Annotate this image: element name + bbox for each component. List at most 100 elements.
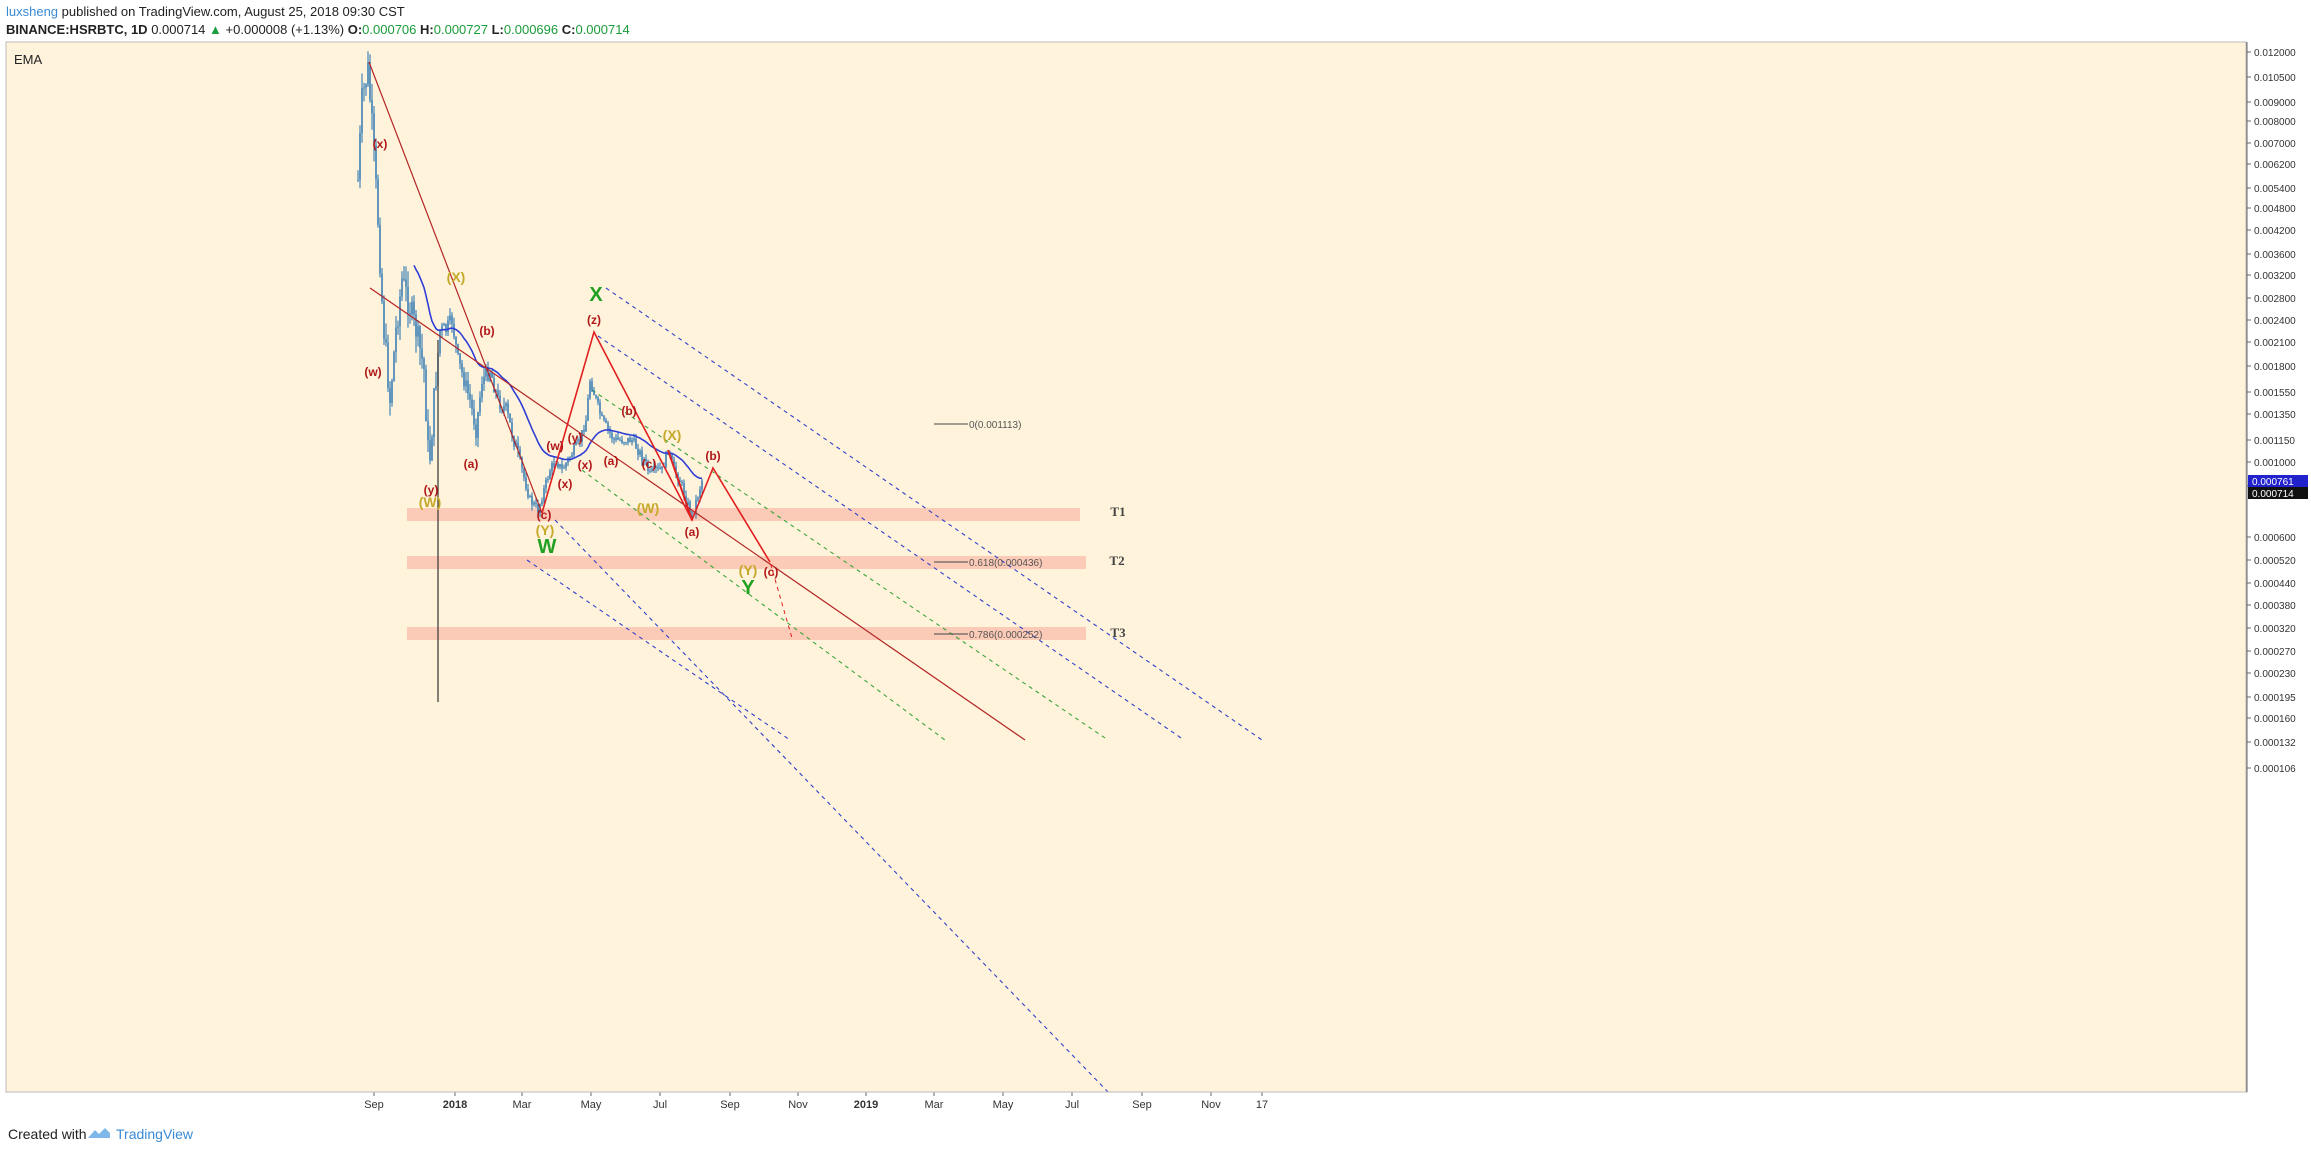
candle-body [581,430,583,442]
wave-label: (Y) [536,522,555,538]
candle-body [497,390,499,396]
y-tick-label: 0.000600 [2254,533,2296,544]
candle-body [679,481,681,483]
y-tick-label: 0.000320 [2254,624,2296,635]
candle-body [649,470,651,472]
y-tick-label: 0.002100 [2254,338,2296,349]
y-tick-label: 0.000132 [2254,738,2296,749]
price-axis[interactable] [2247,42,2311,1092]
y-tick-label: 0.001800 [2254,362,2296,373]
fib-level-label: 0.618(0.000436) [969,558,1042,569]
price-chart[interactable]: T1 T2 T3 0(0.001113) 0.618(0.000436) 0.786(0… [0,0,2311,1116]
channel-line[interactable] [581,469,946,741]
y-tick-label: 0.000380 [2254,601,2296,612]
high-label: H: [420,22,434,37]
candle-body [607,422,609,430]
candle-body [371,99,373,114]
candle-body [635,438,637,449]
fib-level-label: 0(0.001113) [969,420,1021,431]
candle-body [391,380,393,403]
candle-body [599,402,601,414]
wave-label: (b) [479,324,494,338]
candle-body [591,381,593,392]
candle-body [595,395,597,398]
candle-body [369,62,371,100]
y-tick-label: 0.002400 [2254,316,2296,327]
open-label: O: [347,22,363,37]
target-zone[interactable] [407,508,1080,521]
author-link[interactable]: luxsheng [6,4,59,19]
candle-body [689,501,691,513]
candle-body [463,372,465,387]
price-tag [2248,487,2308,499]
target-zone[interactable] [407,627,1086,640]
candle-body [695,499,697,513]
y-tick-label: 0.001150 [2254,436,2295,447]
candle-body [527,488,529,497]
time-axis[interactable] [6,1092,2247,1116]
wave-projection-line[interactable] [667,449,693,521]
candle-body [699,489,701,498]
tradingview-link[interactable]: TradingView [116,1126,194,1142]
x-tick-label: Nov [1201,1099,1221,1111]
candle-body [491,372,493,378]
y-tick-label: 0.012000 [2254,48,2296,59]
candle-body [387,342,389,388]
wave-label: (w) [364,365,381,379]
y-tick-label: 0.008000 [2254,117,2296,128]
candle-body [425,369,427,422]
candle-body [701,480,703,490]
candle-body [645,459,647,462]
candle-body [413,301,415,315]
trend-line[interactable] [368,61,543,514]
candle-body [531,495,533,505]
wave-label: (W) [637,500,660,516]
candle-body [601,413,603,416]
candle-body [661,466,663,469]
candle-body [551,463,553,472]
candle-body [593,391,595,396]
candle-body [417,326,419,337]
chart-header: luxsheng published on TradingView.com, A… [0,0,2311,42]
candle-body [683,482,685,496]
candle-body [401,278,403,297]
candle-body [615,437,617,440]
candle-body [395,327,397,352]
candle-body [589,381,591,399]
trend-line[interactable] [369,287,1026,741]
close-label: C: [561,22,576,37]
candle-body [623,442,625,444]
candle-body [659,467,661,469]
target-zone[interactable] [407,556,1086,569]
candle-body [407,286,409,314]
candle-body [505,403,507,407]
candle-body [579,439,581,442]
wave-projection-dashed[interactable] [712,467,793,639]
channel-line[interactable] [597,335,1185,741]
candle-body [357,179,359,181]
x-tick-label: Nov [788,1099,808,1111]
y-tick-label: 0.001350 [2254,410,2296,421]
candle-body [603,415,605,420]
channel-line[interactable] [526,559,791,741]
candle-body [427,421,429,441]
candle-body [575,441,577,446]
candle-body [523,468,525,478]
y-tick-label: 0.002800 [2254,294,2296,305]
candle-body [377,179,379,225]
candle-body [651,469,653,471]
target-label: T1 [1110,504,1125,519]
candle-body [389,387,391,403]
candle-body [485,367,487,377]
high-value: 0.000727 [433,22,488,37]
candle-body [421,348,423,359]
candle-body [365,84,367,88]
wave-label: (w) [546,439,563,453]
candle-body [367,62,369,85]
plot-area[interactable] [6,42,2246,1092]
y-tick-label: 0.000270 [2254,647,2296,658]
created-with-text: Created with [8,1126,87,1142]
candle-body [475,424,477,438]
x-tick-label: Sep [720,1099,740,1111]
candle-body [559,464,561,468]
